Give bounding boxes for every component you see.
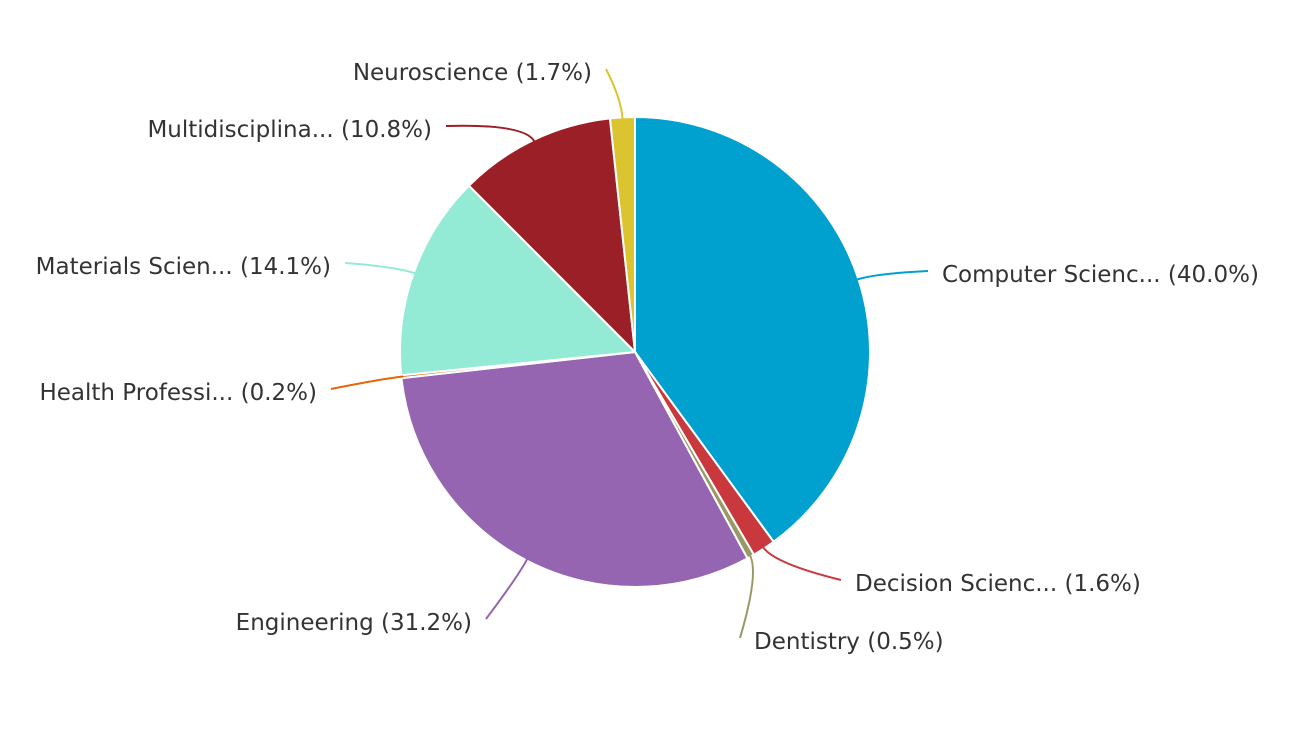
connector-multidisciplina: [445, 124, 536, 143]
connector-decision-scienc: [761, 546, 842, 581]
label-neuroscience: Neuroscience (1.7%): [353, 60, 592, 86]
data-labels: Computer Scienc... (40.0%) Decision Scie…: [36, 60, 1259, 655]
label-engineering: Engineering (31.2%): [236, 610, 472, 636]
connector-dentistry: [739, 554, 754, 639]
label-computer-science: Computer Scienc... (40.0%): [942, 262, 1259, 288]
label-connectors: [330, 68, 929, 639]
connector-health-professi: [330, 375, 404, 390]
pie-slices: [399, 115, 871, 588]
connector-neuroscience: [605, 68, 624, 120]
label-dentistry: Dentistry (0.5%): [754, 629, 944, 655]
label-health-professions: Health Professi... (0.2%): [39, 380, 317, 406]
label-decision-sciences: Decision Scienc... (1.6%): [855, 571, 1141, 597]
connector-materials-scien: [344, 262, 416, 275]
connector-computer-scienc: [856, 270, 929, 281]
label-multidisciplinary: Multidisciplina... (10.8%): [147, 117, 432, 143]
label-materials-science: Materials Scien... (14.1%): [36, 254, 331, 280]
connector-engineering: [485, 558, 529, 620]
